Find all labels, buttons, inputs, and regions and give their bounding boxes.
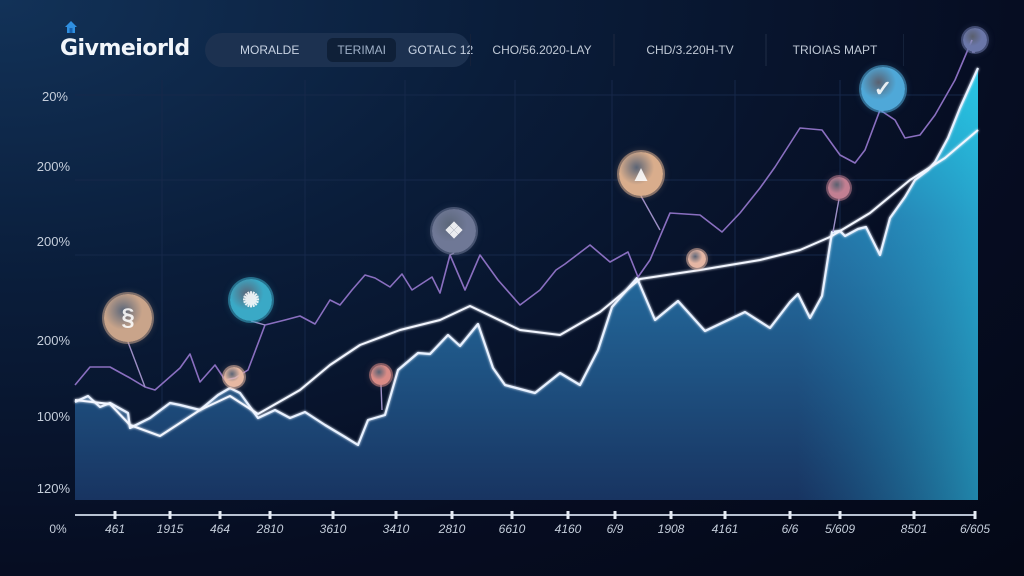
small-peach-dot-icon[interactable] (224, 367, 244, 387)
marker-stems (127, 51, 975, 411)
x-tick-label: 6610 (498, 522, 526, 536)
x-tick-label: 6/6 (781, 522, 799, 536)
tab-group: MORALDE TERIMAI GOTALC 12 (205, 33, 473, 67)
x-tick-label: 4160 (554, 522, 582, 536)
x-tick-label: 464 (209, 522, 231, 536)
x-axis-ticks (113, 511, 977, 519)
x-tick-label: 3610 (319, 522, 347, 536)
tab-gotalc[interactable]: GOTALC 12 (408, 43, 474, 57)
small-peach-dot-2-icon[interactable] (688, 250, 706, 268)
app-name: Givmeiorld (60, 36, 190, 61)
bronze-coin-icon[interactable]: § (104, 294, 152, 342)
pink-coin-icon[interactable] (828, 177, 850, 199)
x-tick-label: 2810 (256, 522, 284, 536)
white-line-series (74, 129, 979, 437)
grey-dot-icon[interactable] (963, 28, 987, 52)
y-tick-label: 100% (36, 409, 70, 424)
small-pink-dot-icon[interactable] (371, 365, 391, 385)
x-tick-label: 6/9 (606, 522, 624, 536)
x-tick-label: 461 (104, 522, 126, 536)
x-tick-label: 4161 (711, 522, 739, 536)
x-tick-label: 8501 (900, 522, 928, 536)
bronze-eth-coin-icon[interactable]: ▲ (619, 152, 663, 196)
header-cell-1[interactable]: CHO/56.2020-LAY (470, 34, 614, 66)
x-tick-label: 1908 (657, 522, 685, 536)
grey-diamond-coin-icon[interactable]: ❖ (432, 209, 476, 253)
tab-moralde[interactable]: MORALDE (240, 43, 300, 57)
x-tick-label: 3410 (382, 522, 410, 536)
header-cell-2[interactable]: CHD/3.220H-TV (614, 34, 766, 66)
header-cell-3[interactable]: TRIOIAS MAPT (766, 34, 904, 66)
x-tick-label: 5/609 (824, 522, 856, 536)
home-icon (65, 21, 77, 33)
x-origin-label: 0% (49, 522, 67, 536)
y-tick-label: 200% (36, 234, 70, 249)
teal-coin-icon[interactable]: ✺ (230, 279, 272, 321)
y-tick-label: 200% (36, 159, 70, 174)
blue-check-coin-icon[interactable]: ✓ (861, 67, 905, 111)
tab-terimai[interactable]: TERIMAI (327, 38, 397, 62)
purple-line-series (74, 39, 973, 391)
y-tick-label: 120% (36, 481, 70, 496)
area-series-sheen (75, 68, 978, 500)
area-series-outline (74, 67, 980, 447)
x-tick-label: 1915 (156, 522, 184, 536)
header-cells: CHO/56.2020-LAY CHD/3.220H-TV TRIOIAS MA… (470, 34, 904, 66)
x-tick-label: 6/605 (959, 522, 991, 536)
y-tick-label: 20% (41, 89, 68, 104)
y-tick-label: 200% (36, 333, 70, 348)
x-tick-label: 2810 (438, 522, 466, 536)
